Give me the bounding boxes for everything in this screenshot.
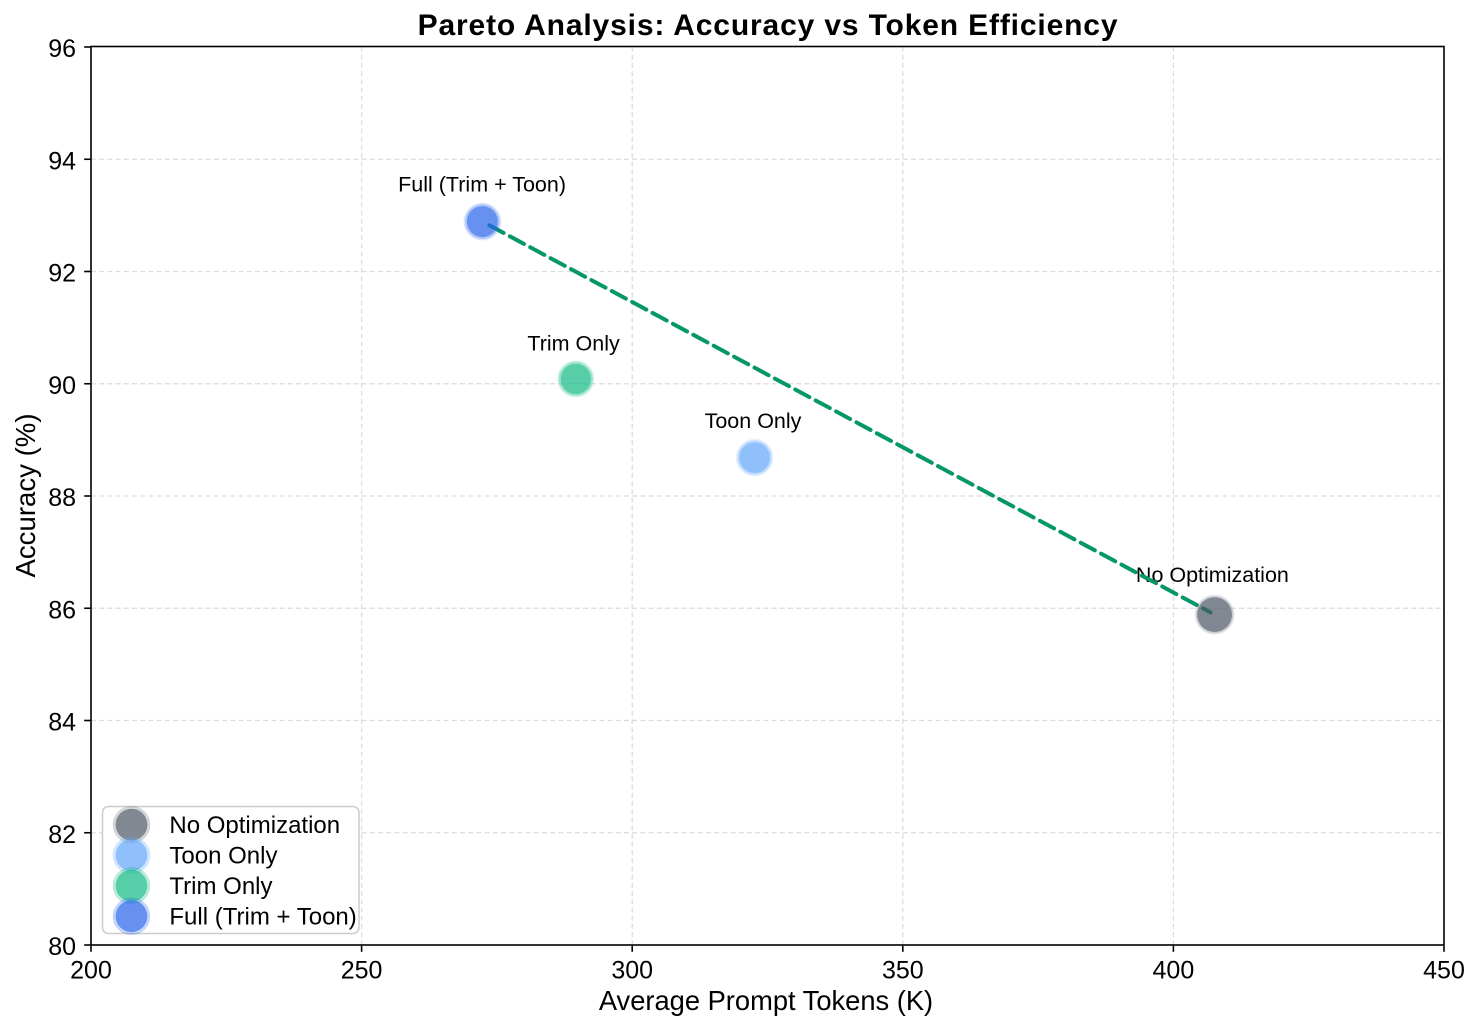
svg-text:Trim Only: Trim Only: [169, 873, 272, 900]
svg-text:96: 96: [48, 35, 76, 63]
svg-text:80: 80: [48, 933, 76, 961]
svg-text:90: 90: [48, 372, 76, 400]
svg-text:Trim Only: Trim Only: [527, 331, 620, 355]
svg-text:86: 86: [48, 596, 76, 624]
svg-text:Toon Only: Toon Only: [705, 409, 802, 433]
svg-text:Pareto Analysis: Accuracy vs T: Pareto Analysis: Accuracy vs Token Effic…: [418, 9, 1119, 42]
svg-text:92: 92: [48, 260, 76, 288]
svg-text:88: 88: [48, 484, 76, 512]
svg-text:300: 300: [611, 956, 653, 984]
svg-text:No Optimization: No Optimization: [169, 812, 340, 839]
svg-text:84: 84: [48, 709, 76, 737]
svg-text:No Optimization: No Optimization: [1136, 563, 1289, 587]
svg-text:82: 82: [48, 821, 76, 849]
svg-text:Toon Only: Toon Only: [169, 843, 277, 870]
svg-text:250: 250: [341, 956, 383, 984]
svg-text:Average Prompt Tokens (K): Average Prompt Tokens (K): [599, 985, 933, 1016]
svg-text:200: 200: [70, 956, 112, 984]
svg-text:Accuracy (%): Accuracy (%): [10, 413, 41, 577]
svg-text:350: 350: [882, 956, 924, 984]
svg-text:400: 400: [1153, 956, 1195, 984]
svg-text:Full (Trim + Toon): Full (Trim + Toon): [398, 173, 566, 197]
svg-text:450: 450: [1423, 956, 1465, 984]
svg-text:Full (Trim + Toon): Full (Trim + Toon): [169, 904, 356, 931]
svg-text:94: 94: [48, 147, 76, 175]
